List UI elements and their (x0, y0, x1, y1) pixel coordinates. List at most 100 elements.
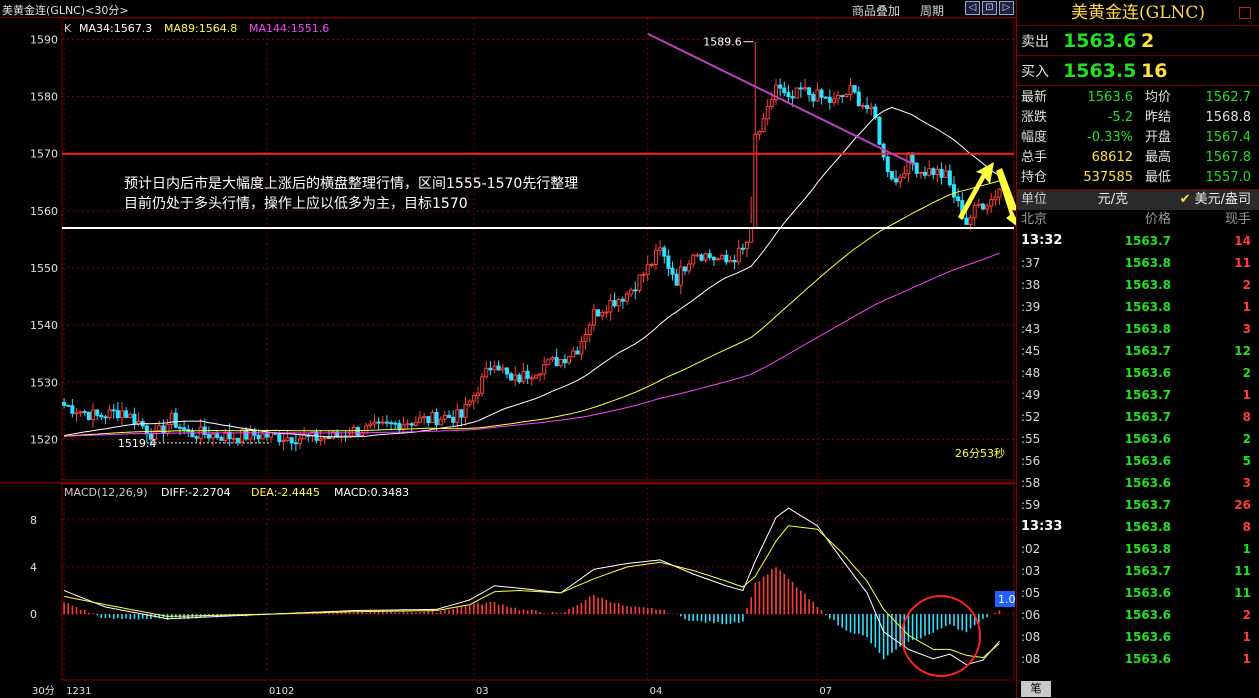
tick-time: :49 (1021, 388, 1041, 402)
candle-body (707, 253, 712, 258)
tick-time: :55 (1021, 432, 1041, 446)
chart-toolbar: 美黄金连(GLNC)<30分> 商品叠加 周期 ◁ ⊡ ▷ (0, 0, 1016, 18)
candle-body (914, 162, 919, 174)
candle-body (82, 411, 87, 414)
stat-value: 1563.6 (1087, 90, 1134, 105)
candle-body (517, 374, 522, 383)
candle-body (852, 85, 857, 93)
x-tick-label: 1231 (66, 686, 91, 697)
candle-body (985, 205, 990, 210)
price-legend: MA89:1564.8 (164, 22, 237, 35)
tick-time: :37 (1021, 256, 1041, 270)
stat-value: 537585 (1083, 170, 1133, 185)
tick-row: :45 1563.7 12 (1017, 340, 1259, 362)
y-tick-label: 1560 (30, 205, 58, 218)
candle-body (169, 412, 174, 425)
tick-row: :02 1563.8 1 (1017, 538, 1259, 560)
tick-time: :06 (1021, 608, 1041, 622)
stat-label: 持仓 (1021, 170, 1048, 185)
candle-body (384, 421, 389, 424)
candle-body (438, 418, 443, 426)
candle-body (190, 430, 195, 438)
candle-body (194, 436, 199, 439)
candle-body (869, 106, 874, 109)
candle-body (132, 413, 137, 425)
tick-time: 13:33 (1021, 519, 1063, 534)
x-tick-label: 03 (476, 686, 489, 697)
tick-volume: 3 (1242, 476, 1251, 490)
candle-body (550, 357, 555, 360)
candle-body (898, 176, 903, 183)
overlay-button[interactable]: 商品叠加 (852, 4, 901, 18)
candle-body (811, 94, 816, 102)
candle-body (86, 411, 91, 420)
macd-legend: MACD(12,26,9) (64, 486, 148, 499)
candle-body (78, 411, 83, 414)
candle-body (923, 171, 928, 176)
candle-body (740, 247, 745, 250)
stat-label: 最高 (1145, 150, 1172, 165)
stat-value: 1557.0 (1205, 170, 1252, 185)
candle-body (836, 95, 841, 100)
tick-price: 1563.6 (1124, 586, 1171, 600)
candle-body (587, 324, 592, 336)
unit-label: 单位 (1021, 192, 1048, 207)
candle-body (844, 93, 849, 98)
candle-body (215, 433, 220, 438)
restore-icon[interactable]: ⊡ (982, 1, 997, 15)
tick-price-header: 价格 (1144, 212, 1171, 227)
unit-value[interactable]: 元/克 (1097, 192, 1129, 207)
candle-body (620, 298, 625, 302)
quote-title: 美黄金连(GLNC) (1017, 0, 1259, 26)
candle-body (877, 116, 882, 145)
prev-icon[interactable]: ◁ (965, 1, 980, 15)
period-button[interactable]: 周期 (920, 4, 945, 18)
candle-body (434, 411, 439, 426)
candle-body (206, 433, 211, 439)
panel-toggle-icon[interactable] (1239, 7, 1251, 19)
candle-body (322, 436, 327, 440)
sell-volume: 2 (1141, 29, 1155, 52)
tab-trades[interactable]: 笔 (1021, 681, 1051, 697)
candle-body (546, 358, 551, 366)
candle-body (426, 416, 431, 424)
candle-body (74, 412, 79, 415)
candle-body (219, 436, 224, 441)
tick-price: 1563.7 (1124, 498, 1171, 512)
tick-time: :45 (1021, 344, 1041, 358)
candle-body (248, 429, 253, 440)
down-arrow-icon (996, 168, 1016, 226)
x-tick-label: 07 (819, 686, 832, 697)
candle-body (827, 96, 832, 103)
stat-label: 涨跌 (1021, 110, 1048, 125)
candle-body (976, 203, 981, 206)
candle-body (666, 255, 671, 269)
buy-label: 买入 (1021, 63, 1049, 80)
candle-body (401, 424, 406, 431)
y-tick-label: 1530 (30, 376, 58, 389)
tick-price: 1563.7 (1124, 388, 1171, 402)
tick-row: :59 1563.7 26 (1017, 494, 1259, 516)
tick-row: :55 1563.6 2 (1017, 428, 1259, 450)
tick-price: 1563.6 (1124, 366, 1171, 380)
tick-time-header: 北京 (1021, 212, 1048, 227)
candle-body (504, 367, 509, 375)
tick-row: 13:33 1563.8 8 (1017, 516, 1259, 538)
candle-body (749, 227, 754, 243)
stat-label: 昨结 (1145, 110, 1172, 125)
candle-body (500, 367, 505, 371)
sell-row: 卖出 1563.6 2 (1017, 26, 1259, 56)
candle-body (372, 421, 377, 425)
candle-body (277, 433, 282, 443)
unit-alt[interactable]: ✔ 美元/盎司 (1179, 192, 1251, 207)
dea-line (64, 525, 1000, 659)
candle-body (413, 421, 418, 426)
tick-row: :58 1563.6 3 (1017, 472, 1259, 494)
candle-body (761, 118, 766, 132)
stat-value: 1568.8 (1205, 110, 1252, 125)
candle-body (368, 423, 373, 427)
macd-legend: DIFF:-2.2704 (161, 486, 231, 499)
candle-body (463, 403, 468, 418)
next-icon[interactable]: ▷ (999, 1, 1014, 15)
